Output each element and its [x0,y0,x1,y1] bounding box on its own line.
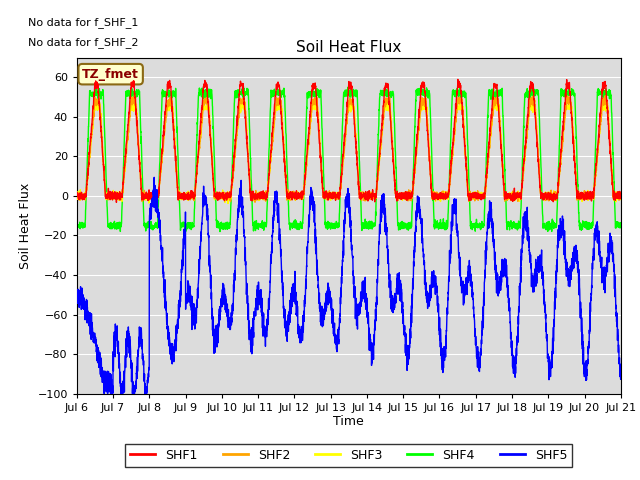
X-axis label: Time: Time [333,415,364,429]
Legend: SHF1, SHF2, SHF3, SHF4, SHF5: SHF1, SHF2, SHF3, SHF4, SHF5 [125,444,572,467]
Text: TZ_fmet: TZ_fmet [82,68,139,81]
Title: Soil Heat Flux: Soil Heat Flux [296,40,401,55]
Y-axis label: Soil Heat Flux: Soil Heat Flux [19,182,32,269]
Text: No data for f_SHF_1: No data for f_SHF_1 [28,17,138,28]
Text: No data for f_SHF_2: No data for f_SHF_2 [28,37,138,48]
